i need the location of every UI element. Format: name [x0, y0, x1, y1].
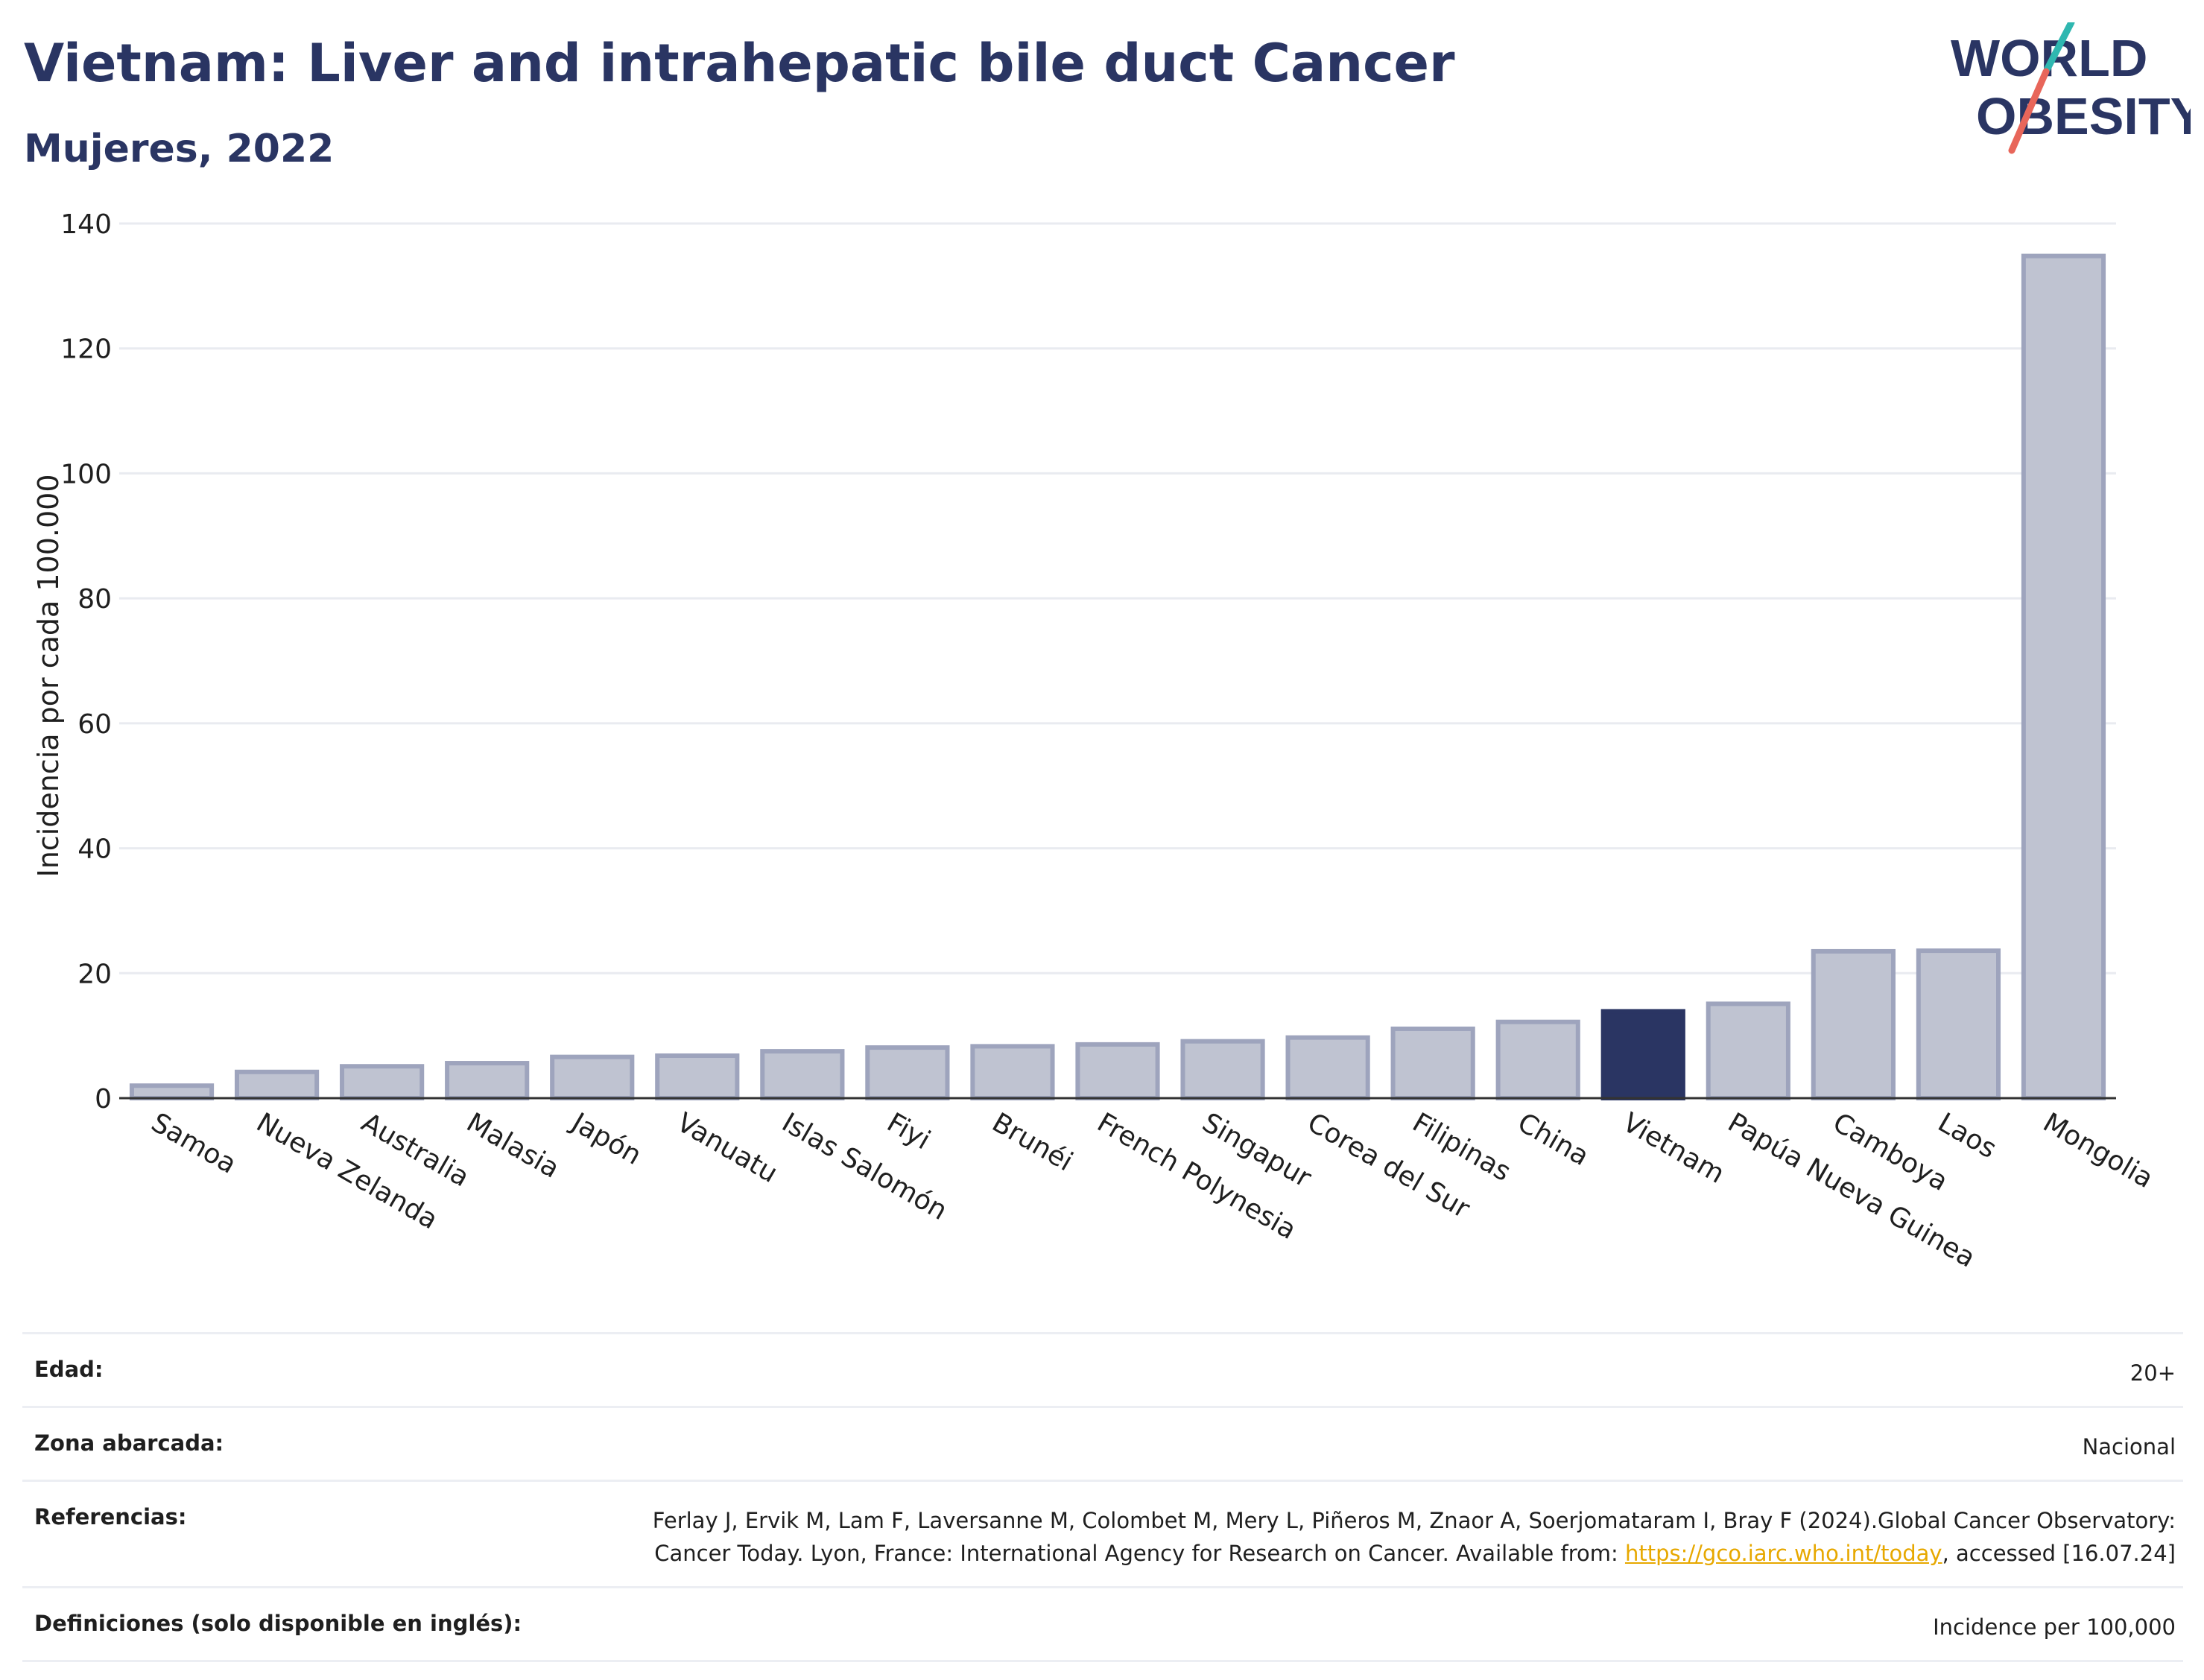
- x-tick-label: Malasia: [461, 1107, 564, 1185]
- world-obesity-logo: WORLD OBESITY: [1951, 22, 2191, 154]
- x-tick-label: Samoa: [146, 1107, 241, 1180]
- x-tick-label: China: [1513, 1107, 1595, 1172]
- y-tick-label: 100: [60, 459, 112, 489]
- bar-islas-salomón[interactable]: [760, 1049, 845, 1101]
- meta-key-references: Referencias:: [34, 1504, 187, 1530]
- page-title: Vietnam: Liver and intrahepatic bile duc…: [24, 33, 1455, 94]
- logo-slash-coral: [2008, 68, 2050, 154]
- y-tick-label: 120: [60, 335, 112, 365]
- y-axis-label: Incidencia por cada 100.000: [32, 474, 65, 877]
- y-tick-label: 0: [95, 1084, 112, 1115]
- reference-link[interactable]: https://gco.iarc.who.int/today: [1624, 1541, 1942, 1566]
- x-tick-label: French Polynesia: [1092, 1107, 1302, 1246]
- bar-vanuatu[interactable]: [655, 1053, 740, 1101]
- x-tick-label: Mongolia: [2038, 1107, 2159, 1194]
- bar-nueva-zelanda[interactable]: [234, 1069, 320, 1101]
- x-tick-label: Brunéi: [987, 1107, 1077, 1177]
- bar-fiyi[interactable]: [865, 1045, 950, 1100]
- bar-samoa[interactable]: [129, 1083, 215, 1100]
- bar-corea-del-sur[interactable]: [1285, 1035, 1370, 1100]
- bar-vietnam[interactable]: [1600, 1009, 1685, 1101]
- bar-chart: 0 20 40 60 80 100 120 140 Samoa Nueva ZelandaAus…: [32, 209, 2159, 1274]
- y-tick-labels: 0 20 40 60 80 100 120 140: [60, 209, 112, 1115]
- bar-camboya[interactable]: [1811, 948, 1896, 1101]
- meta-value-references: Ferlay J, Ervik M, Lam F, Laversanne M, …: [574, 1504, 2176, 1570]
- bar-china[interactable]: [1495, 1019, 1580, 1101]
- bar-singapur[interactable]: [1180, 1039, 1265, 1100]
- gridlines: [119, 222, 2116, 974]
- x-tick-label: Fiyi: [881, 1107, 935, 1156]
- bar-mongolia[interactable]: [2021, 253, 2106, 1100]
- bar-filipinas[interactable]: [1390, 1026, 1475, 1101]
- bar-french-polynesia[interactable]: [1075, 1042, 1160, 1100]
- bar-brunéi[interactable]: [970, 1044, 1055, 1100]
- meta-value-age: 20+: [2129, 1360, 2176, 1386]
- y-tick-label: 20: [77, 959, 112, 989]
- meta-row-area: Zona abarcada: Nacional: [22, 1406, 2183, 1480]
- bar-papúa-nueva-guinea[interactable]: [1706, 1001, 1790, 1101]
- bar-japón[interactable]: [550, 1054, 635, 1101]
- meta-key-area: Zona abarcada:: [34, 1430, 224, 1456]
- y-tick-label: 60: [77, 709, 112, 740]
- x-tick-label: Vanuatu: [671, 1107, 782, 1189]
- x-tick-label: Nueva Zelanda: [251, 1107, 443, 1235]
- page-subtitle: Mujeres, 2022: [24, 127, 335, 171]
- y-tick-label: 40: [77, 834, 112, 865]
- x-tick-label: Vietnam: [1618, 1107, 1729, 1190]
- reference-text: Ferlay J, Ervik M, Lam F, Laversanne M, …: [652, 1508, 2176, 1566]
- bar-australia[interactable]: [340, 1064, 425, 1101]
- meta-row-references: Referencias: Ferlay J, Ervik M, Lam F, L…: [22, 1480, 2183, 1586]
- y-tick-label: 140: [60, 209, 112, 240]
- meta-key-definitions: Definiciones (solo disponible en inglés)…: [34, 1611, 522, 1636]
- meta-row-age: Edad: 20+: [22, 1332, 2183, 1406]
- bar-malasia[interactable]: [445, 1061, 530, 1101]
- meta-key-age: Edad:: [34, 1357, 104, 1382]
- logo-slash-teal: [2044, 22, 2075, 72]
- x-tick-label: Japón: [566, 1106, 647, 1171]
- y-tick-label: 80: [77, 584, 112, 615]
- metadata-table: Edad: 20+ Zona abarcada: Nacional Refere…: [22, 1332, 2183, 1662]
- bar-laos[interactable]: [1916, 948, 2001, 1101]
- logo-text-obesity: OBESITY: [1976, 87, 2191, 145]
- meta-value-area: Nacional: [2082, 1434, 2176, 1459]
- meta-row-definitions: Definiciones (solo disponible en inglés)…: [22, 1586, 2183, 1662]
- reference-text-end: , accessed [16.07.24]: [1942, 1541, 2176, 1566]
- x-tick-label: Laos: [1933, 1107, 2001, 1164]
- meta-value-definitions: Incidence per 100,000: [1933, 1614, 2176, 1640]
- bars: [129, 253, 2106, 1101]
